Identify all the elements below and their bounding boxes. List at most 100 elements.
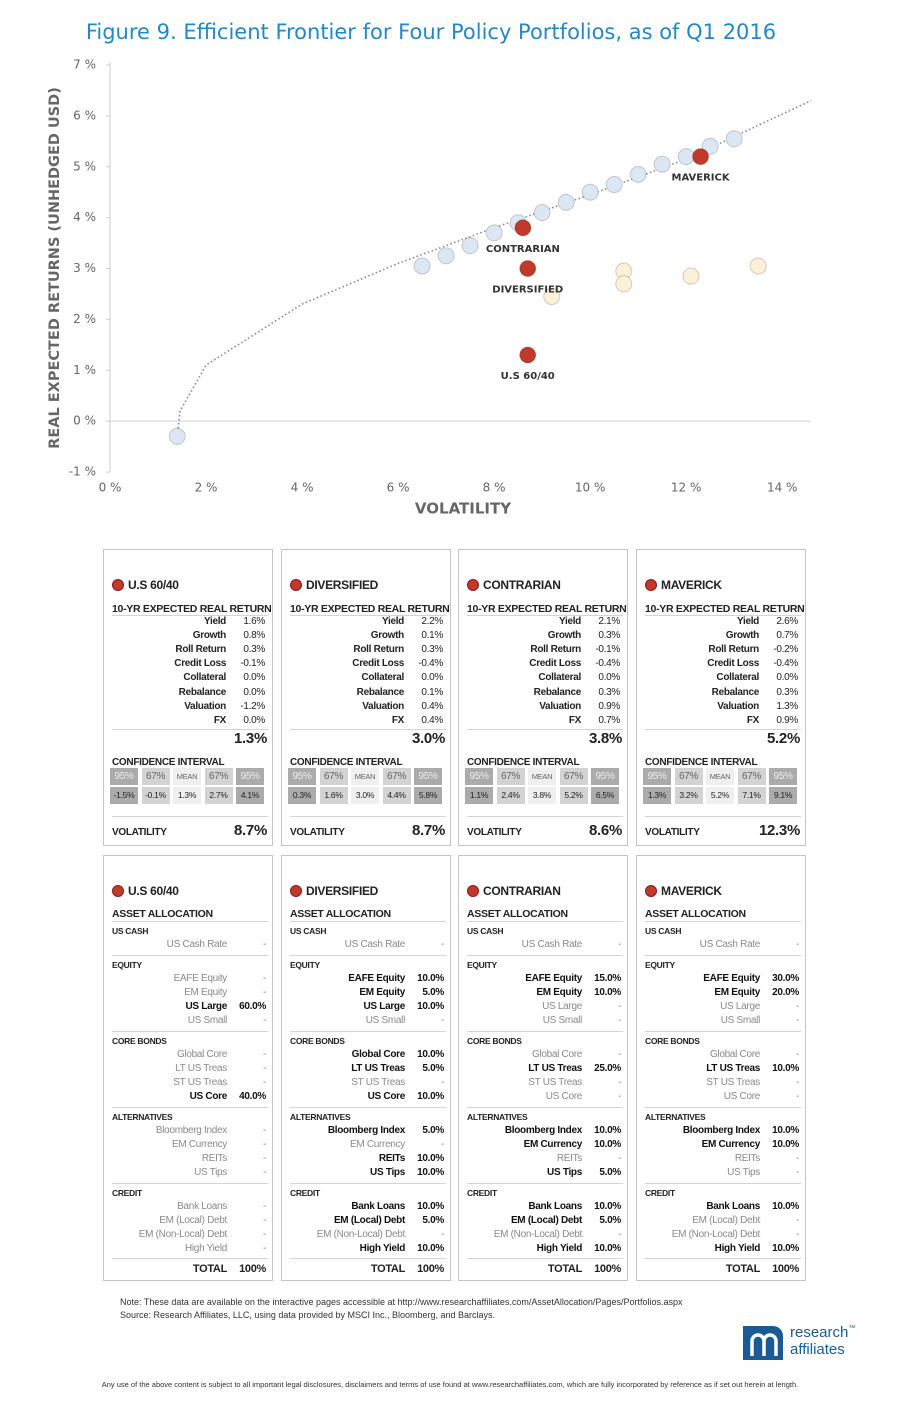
asset-label: Global Core xyxy=(176,1049,227,1060)
ci-label: 95% xyxy=(110,768,138,785)
rule xyxy=(467,1183,623,1184)
frontier-line xyxy=(176,99,812,437)
point-label: MAVERICK xyxy=(672,173,731,184)
rule xyxy=(290,921,446,922)
rule xyxy=(645,955,801,956)
ci-value: 9.1% xyxy=(769,787,797,804)
return-label: FX xyxy=(391,714,404,726)
ci-value: 5.8% xyxy=(414,787,442,804)
point xyxy=(653,155,671,173)
asset-label: LT US Treas xyxy=(175,1063,227,1074)
ci-value: -0.1% xyxy=(141,787,170,804)
return-heading: 10-YR EXPECTED REAL RETURN xyxy=(645,603,805,615)
asset-value: - xyxy=(262,1015,266,1026)
point xyxy=(168,427,186,445)
point xyxy=(725,130,743,148)
rule xyxy=(645,816,801,817)
asset-label: US Core xyxy=(189,1091,228,1102)
portfolio-name: MAVERICK xyxy=(661,578,722,592)
rule xyxy=(645,1258,801,1259)
return-value: 2.6% xyxy=(776,616,798,627)
return-value: 0.7% xyxy=(598,714,620,726)
point xyxy=(682,267,700,285)
allocation-panel: MAVERICK ASSET ALLOCATION US CASH US Cash R… xyxy=(636,855,806,1281)
asset-value: - xyxy=(262,1077,266,1088)
ci-value: 1.3% xyxy=(643,787,671,804)
asset-value: - xyxy=(262,1125,266,1136)
asset-label: US Small xyxy=(720,1015,761,1026)
asset-value: 20.0% xyxy=(772,987,799,998)
ci-label: MEAN xyxy=(706,768,734,785)
point xyxy=(581,183,599,201)
return-label: Collateral xyxy=(538,672,581,684)
portfolio-name: DIVERSIFIED xyxy=(306,578,379,592)
x-tick-label: 10 % xyxy=(575,481,606,495)
return-label: Yield xyxy=(381,616,404,627)
chart: Figure 9. Efficient Frontier for Four Po… xyxy=(47,20,812,518)
group-name: CREDIT xyxy=(112,1188,142,1198)
rule xyxy=(290,955,446,956)
return-label: Credit Loss xyxy=(174,658,226,670)
asset-label: EM Currency xyxy=(701,1139,761,1150)
return-label: Valuation xyxy=(362,700,404,712)
point-label: DIVERSIFIED xyxy=(492,285,563,296)
return-label: Roll Return xyxy=(175,644,226,656)
rule xyxy=(467,729,623,730)
asset-value: - xyxy=(617,939,621,950)
rule xyxy=(112,1031,268,1032)
ci-value: 7.1% xyxy=(737,787,766,804)
asset-value: 5.0% xyxy=(422,987,444,998)
return-value: 0.3% xyxy=(776,686,798,698)
group-name: EQUITY xyxy=(112,960,142,970)
rule xyxy=(645,921,801,922)
ci-label: 67% xyxy=(319,768,348,785)
rule xyxy=(112,729,268,730)
rule xyxy=(290,615,446,616)
asset-label: EM Currency xyxy=(523,1139,583,1150)
volatility-label: VOLATILITY xyxy=(112,827,167,838)
asset-label: Bloomberg Index xyxy=(155,1125,227,1136)
rule xyxy=(645,1183,801,1184)
asset-value: - xyxy=(617,1153,621,1164)
group-name: US CASH xyxy=(467,926,504,936)
return-value: 0.7% xyxy=(776,630,798,642)
asset-value: 10.0% xyxy=(594,1139,621,1150)
allocation-total: 100% xyxy=(417,1263,444,1275)
allocation-total: 100% xyxy=(239,1263,266,1275)
portfolio-name: MAVERICK xyxy=(661,884,722,898)
return-value: 0.4% xyxy=(421,714,443,726)
return-value: 0.0% xyxy=(243,672,265,684)
return-label: Growth xyxy=(192,630,227,642)
return-label: Credit Loss xyxy=(352,658,404,670)
asset-label: US Cash Rate xyxy=(521,939,583,950)
return-label: FX xyxy=(746,714,759,726)
return-value: 1.6% xyxy=(243,616,265,627)
portfolio-name: U.S 60/40 xyxy=(128,578,179,592)
asset-label: EM Equity xyxy=(714,987,760,998)
ci-label: 67% xyxy=(204,768,233,785)
asset-value: 10.0% xyxy=(594,1201,621,1212)
logo-line1: research xyxy=(790,1324,849,1341)
asset-label: EM (Non-Local) Debt xyxy=(138,1229,228,1240)
portfolio-name: CONTRARIAN xyxy=(483,884,561,898)
asset-label: US Large xyxy=(720,1001,760,1012)
asset-label: High Yield xyxy=(359,1243,406,1254)
asset-label: US Small xyxy=(542,1015,583,1026)
asset-value: 40.0% xyxy=(239,1091,266,1102)
asset-label: ST US Treas xyxy=(173,1077,227,1088)
point xyxy=(519,346,537,364)
return-value: -0.4% xyxy=(773,658,798,670)
asset-label: EM Equity xyxy=(359,987,405,998)
ci-label: MEAN xyxy=(528,768,556,785)
asset-value: - xyxy=(795,1077,799,1088)
ci-label: 95% xyxy=(465,768,493,785)
y-tick-label: 3 % xyxy=(73,261,96,275)
rule xyxy=(467,615,623,616)
ci-value: 1.3% xyxy=(173,787,201,804)
asset-value: - xyxy=(440,1139,444,1150)
asset-label: High Yield xyxy=(184,1243,227,1254)
y-tick-label: 0 % xyxy=(73,414,96,428)
asset-value: 10.0% xyxy=(772,1201,799,1212)
asset-label: LT US Treas xyxy=(528,1063,582,1074)
allocation-panel: DIVERSIFIED ASSET ALLOCATION US CASH US Cas… xyxy=(281,855,451,1281)
